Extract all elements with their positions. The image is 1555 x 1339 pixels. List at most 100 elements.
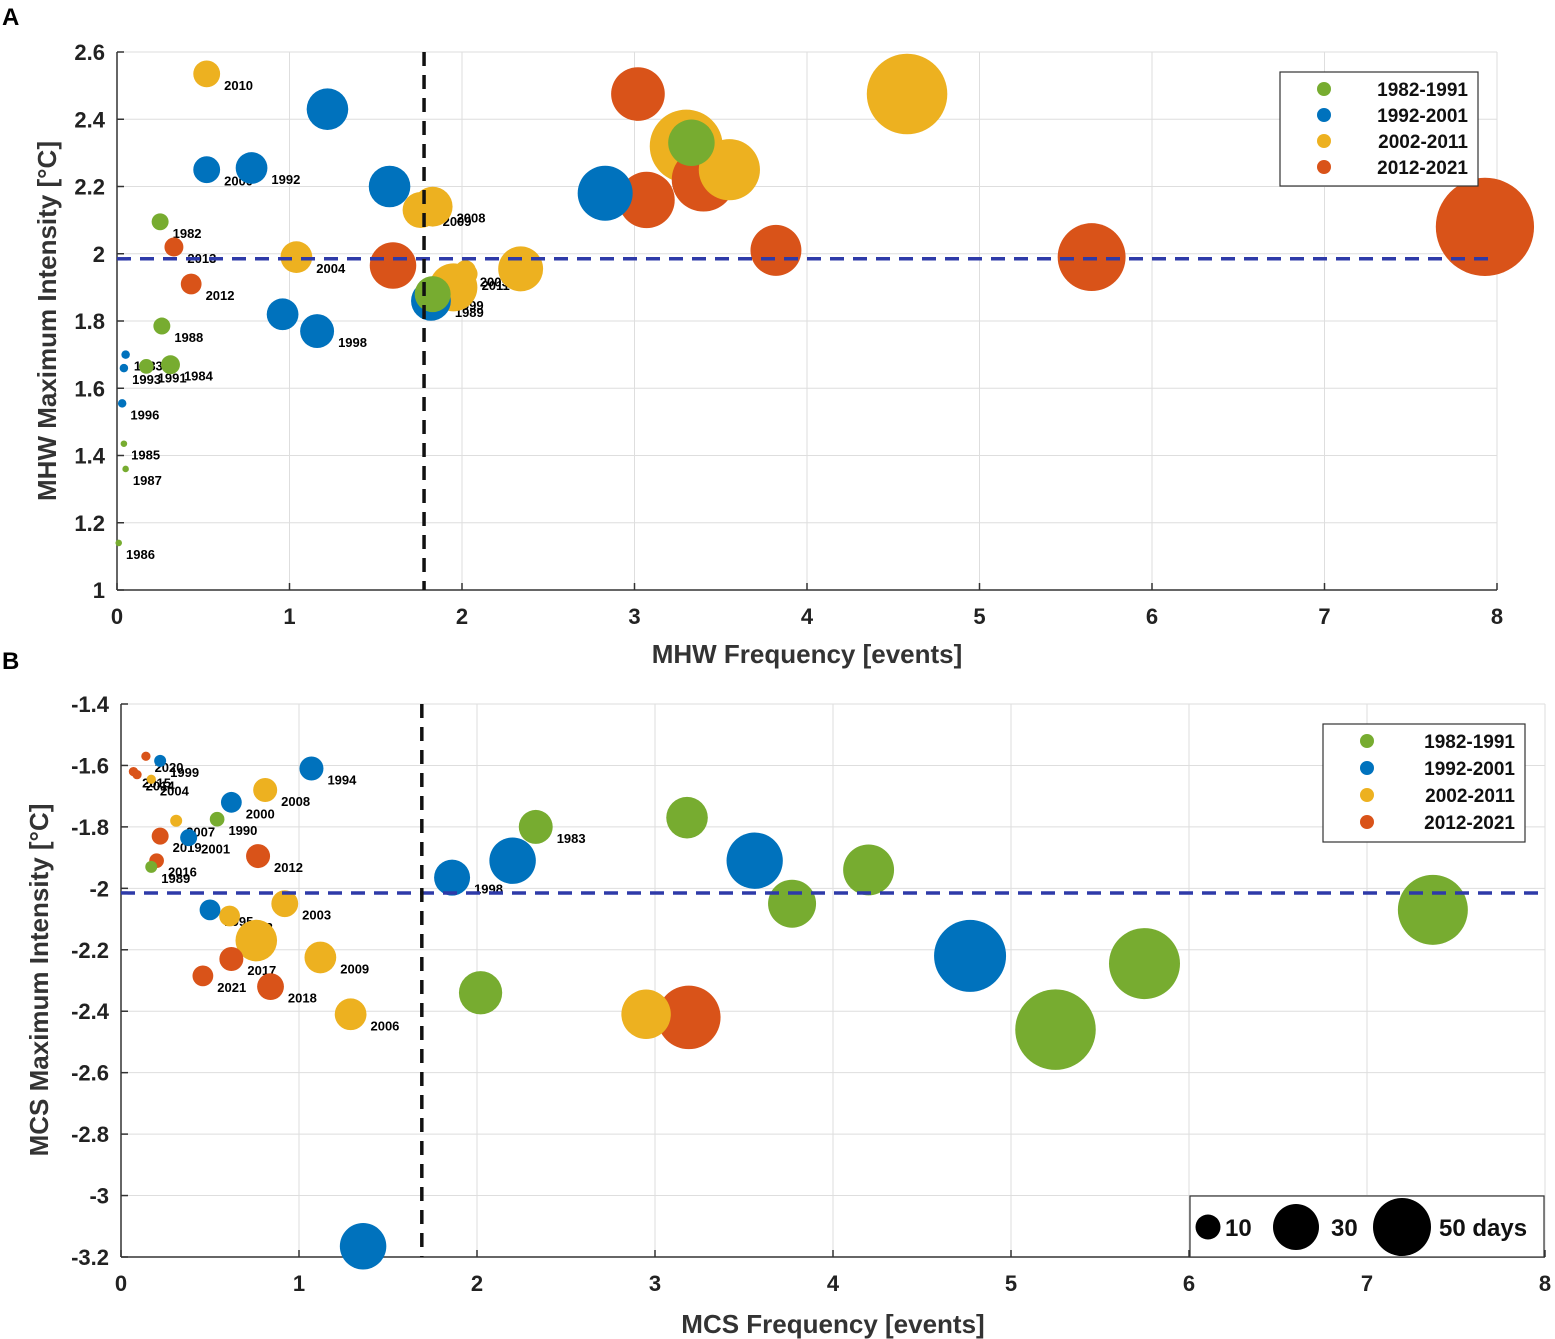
chart-b-legend-marker	[1360, 815, 1374, 829]
chart-a-bubble-2007	[866, 53, 948, 135]
chart-b-year-label: 2012	[274, 860, 303, 875]
chart-a-bubble-2019	[750, 224, 802, 276]
chart-b-y-tick-label: -2.2	[71, 938, 109, 963]
chart-b-bubble-1994	[299, 756, 324, 781]
chart-a-bubble-1986	[115, 539, 123, 547]
chart-b-y-tick-label: -1.4	[71, 692, 110, 717]
chart-a-x-tick-label: 8	[1491, 604, 1503, 629]
chart-a-x-tick-label: 1	[283, 604, 295, 629]
chart-b-bubble-2006	[334, 998, 367, 1031]
chart-b-bubble-1996	[934, 919, 1007, 992]
chart-a-y-tick-label: 1.4	[74, 444, 105, 469]
chart-a-bubble-1997	[306, 88, 349, 130]
chart-a-bubble-1994	[368, 165, 411, 208]
chart-a-bubble-2018	[611, 67, 665, 121]
chart-a-x-tick-label: 7	[1318, 604, 1330, 629]
chart-a-bubble-2013	[164, 237, 184, 257]
chart-b-y-tick-label: -3	[89, 1184, 109, 1209]
size-legend-label: 10	[1225, 1215, 1252, 1242]
chart-b-year-label: 2018	[288, 991, 317, 1006]
chart-b-year-label: 1994	[327, 773, 357, 788]
chart-b-y-tick-label: -2.4	[71, 999, 110, 1024]
chart-a-bubble-1985	[120, 440, 128, 448]
chart-b-year-label: 2001	[201, 842, 230, 857]
chart-a-bubble-1990	[668, 119, 715, 167]
chart-b-bubble-1992	[489, 837, 536, 884]
chart-a-bubble-1993	[119, 363, 129, 373]
chart-a-bubble-1983	[121, 350, 130, 359]
chart-b-legend-marker	[1360, 761, 1374, 775]
chart-b-bubble-1987	[1109, 928, 1180, 1000]
chart-b-year-label: 1990	[228, 823, 257, 838]
chart-b-bubble-2010	[621, 989, 671, 1040]
chart-a-year-label: 1982	[173, 226, 202, 241]
chart-a-bubble-1982	[151, 213, 169, 231]
chart-a-bubble-1991	[138, 359, 154, 374]
chart-a-bubble-2009	[402, 192, 439, 229]
chart-a-year-label: 2012	[206, 288, 235, 303]
panel-letter-a: A	[2, 4, 20, 31]
chart-a-year-label: 1998	[338, 335, 367, 350]
chart-a-bubble-2010	[193, 60, 221, 88]
chart-a-y-tick-label: 1.8	[74, 309, 105, 334]
chart-a-bubble-1995	[577, 165, 633, 221]
chart-b-bubble-1995	[199, 899, 221, 921]
chart-a-x-tick-label: 4	[801, 604, 814, 629]
chart-a-x-tick-label: 6	[1146, 604, 1158, 629]
chart-b-year-label: 2009	[340, 961, 369, 976]
chart-b-bubble-2011	[235, 919, 278, 962]
chart-b-y-tick-label: -1.6	[71, 753, 109, 778]
chart-b-x-tick-label: 0	[115, 1271, 127, 1296]
chart-b-x-tick-label: 8	[1539, 1271, 1551, 1296]
chart-b-year-label: 1989	[161, 871, 190, 886]
chart-b-bubble-2017	[219, 946, 244, 971]
chart-a-x-axis-label: MHW Frequency [events]	[652, 639, 963, 669]
chart-b-year-label: 2008	[281, 794, 310, 809]
chart-b-legend-box	[1322, 723, 1526, 843]
panel-letter-b: B	[2, 648, 20, 675]
size-legend-label: 50 days	[1439, 1215, 1527, 1242]
chart-a-year-label: 1988	[174, 330, 203, 345]
chart-a-year-label: 1987	[133, 473, 162, 488]
chart-a-legend-label: 2012-2021	[1377, 158, 1468, 179]
chart-b-bubble-1985	[1397, 874, 1468, 945]
chart-b-x-tick-label: 3	[649, 1271, 661, 1296]
chart-a-legend-marker	[1317, 134, 1331, 148]
chart-b-year-label: 1983	[557, 831, 586, 846]
chart-a-legend-label: 1992-2001	[1377, 106, 1468, 127]
chart-b-year-labels: 1985198619871996198419931991198820132010…	[142, 760, 1447, 1243]
chart-b-bubble-2012	[246, 844, 271, 869]
chart-a-x-tick-label: 3	[628, 604, 640, 629]
chart-a-legend-marker	[1317, 160, 1331, 174]
chart-a-bubble-2001	[266, 298, 299, 331]
chart-b-bubble-1991	[768, 879, 817, 928]
chart-b-bubble-1989	[145, 860, 158, 873]
chart-b-bubble-2008	[253, 778, 278, 803]
chart-b-bubble-2019	[151, 827, 169, 845]
chart-a-y-tick-label: 2	[93, 242, 105, 267]
size-legend: 10 30 50 days	[1189, 1195, 1545, 1258]
chart-b-x-tick-label: 5	[1005, 1271, 1017, 1296]
chart-a-bubble-2002	[498, 246, 544, 292]
chart-a-legend-label: 2002-2011	[1378, 132, 1468, 153]
chart-a-year-label: 1986	[126, 547, 155, 562]
chart-a-bubble-2003	[698, 139, 760, 201]
chart-b-bubble-2000	[220, 791, 242, 813]
chart-b-x-tick-label: 7	[1361, 1271, 1373, 1296]
chart-b-bubble-2020	[141, 751, 151, 761]
chart-a-year-label: 1984	[184, 369, 214, 384]
chart-b-bubble-1998	[434, 859, 471, 896]
chart-a-bubble-1984	[160, 355, 180, 375]
chart-b-legend-label: 2002-2011	[1425, 786, 1515, 807]
chart-b-year-label: 2016	[168, 865, 197, 880]
chart-b-bubble-1988	[666, 796, 708, 839]
chart-a-year-label: 1992	[271, 172, 300, 187]
chart-b-bubble-1984	[843, 844, 895, 896]
chart-a-bubble-1999	[414, 276, 451, 313]
chart-a-x-tick-label: 5	[973, 604, 985, 629]
chart-a-year-label: 2009	[443, 214, 472, 229]
chart-b-bubble-2013	[657, 985, 721, 1050]
chart-b-legend-marker	[1360, 788, 1374, 802]
size-legend-marker	[1273, 1204, 1319, 1250]
